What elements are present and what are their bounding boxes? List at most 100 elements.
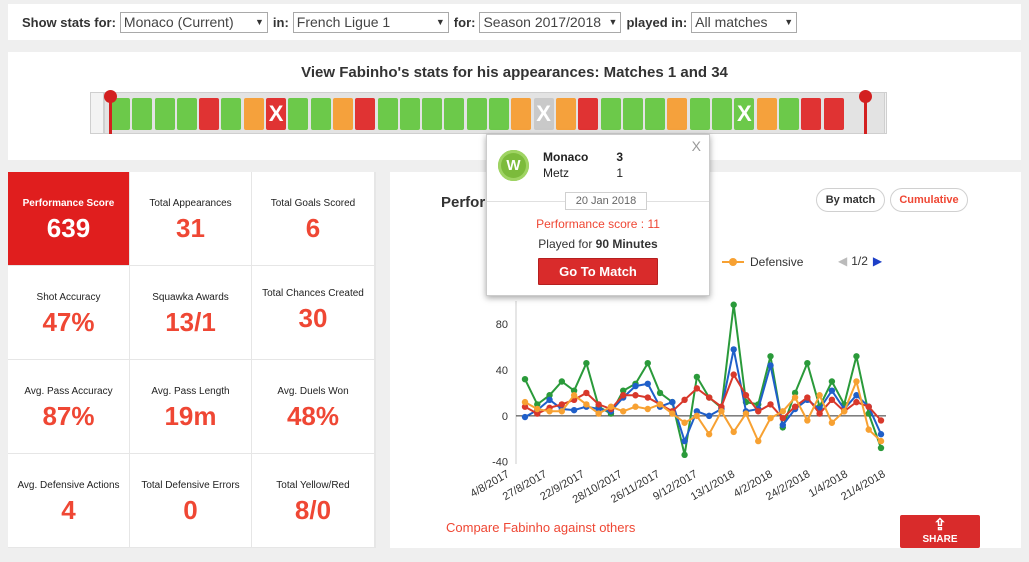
match-cell[interactable] <box>801 98 822 130</box>
match-cell[interactable]: X <box>266 98 287 130</box>
match-cell[interactable]: X <box>533 98 554 130</box>
compare-link[interactable]: Compare Fabinho against others <box>446 520 636 535</box>
stat-pass-length[interactable]: Avg. Pass Length 19m <box>130 360 251 453</box>
series-point <box>546 396 553 404</box>
match-cell[interactable] <box>555 98 576 130</box>
match-cell[interactable] <box>712 98 733 130</box>
series-point <box>595 410 602 417</box>
match-cell[interactable] <box>511 98 532 130</box>
series-point <box>755 437 762 445</box>
range-start-handle[interactable] <box>104 90 117 134</box>
stat-chances-created[interactable]: Total Chances Created 30 <box>252 266 374 359</box>
stat-defensive-actions[interactable]: Avg. Defensive Actions 4 <box>8 454 129 547</box>
match-cell[interactable] <box>355 98 376 130</box>
stat-title: Performance Score <box>22 198 115 209</box>
away-row: Metz 1 <box>543 165 623 181</box>
match-cell[interactable] <box>399 98 420 130</box>
series-point <box>730 371 737 378</box>
stat-defensive-errors[interactable]: Total Defensive Errors 0 <box>130 454 251 547</box>
cumulative-button[interactable]: Cumulative <box>890 188 968 212</box>
match-cell[interactable] <box>154 98 175 130</box>
stat-total-appearances[interactable]: Total Appearances 31 <box>130 172 251 265</box>
series-point <box>705 394 713 401</box>
season-select[interactable]: Season 2017/2018 ▼ <box>479 11 622 33</box>
stat-squawka-awards[interactable]: Squawka Awards 13/1 <box>130 266 251 359</box>
series-point <box>804 394 811 401</box>
match-cell[interactable] <box>667 98 688 130</box>
match-cell[interactable] <box>176 98 197 130</box>
chevron-down-icon: ▼ <box>254 17 264 27</box>
stat-total-goals[interactable]: Total Goals Scored 6 <box>252 172 374 265</box>
match-cell[interactable] <box>689 98 710 130</box>
match-cell[interactable] <box>778 98 799 130</box>
match-cell[interactable] <box>645 98 666 130</box>
stat-title: Avg. Defensive Actions <box>17 480 120 491</box>
stats-grid: Performance Score 639 Total Appearances 31… <box>8 172 376 548</box>
match-cell[interactable] <box>221 98 242 130</box>
pager-text: 1/2 <box>851 254 868 268</box>
match-cell[interactable] <box>622 98 643 130</box>
match-cell[interactable] <box>310 98 331 130</box>
match-cell[interactable] <box>489 98 510 130</box>
y-tick-label: 80 <box>496 319 508 331</box>
match-cell[interactable] <box>422 98 443 130</box>
competition-select[interactable]: French Ligue 1 ▼ <box>292 11 449 33</box>
stat-shot-accuracy[interactable]: Shot Accuracy 47% <box>8 266 129 359</box>
series-point <box>570 387 578 394</box>
series-point <box>779 421 786 429</box>
stat-performance-score[interactable]: Performance Score 639 <box>8 172 129 265</box>
match-cell[interactable] <box>756 98 777 130</box>
pager-next-icon[interactable]: ▶ <box>872 254 883 268</box>
matches-select[interactable]: All matches ▼ <box>691 11 798 33</box>
match-cell[interactable] <box>466 98 487 130</box>
match-cell[interactable] <box>578 98 599 130</box>
range-start-knob[interactable] <box>104 90 117 103</box>
match-cell[interactable] <box>444 98 465 130</box>
team-select[interactable]: Monaco (Current) ▼ <box>119 11 268 33</box>
share-button[interactable]: ⇪ SHARE <box>900 515 980 548</box>
played-prefix: Played for <box>538 237 593 251</box>
match-cell[interactable] <box>243 98 264 130</box>
match-cell[interactable] <box>823 98 844 130</box>
match-cell[interactable]: X <box>734 98 755 130</box>
series-point <box>534 410 541 417</box>
series-point <box>558 378 566 385</box>
range-end-knob[interactable] <box>859 90 872 103</box>
legend-swatch <box>722 258 744 266</box>
match-cell[interactable] <box>132 98 153 130</box>
range-end-handle[interactable] <box>859 90 872 134</box>
series-point <box>669 410 676 417</box>
close-icon[interactable]: X <box>691 138 701 154</box>
show-stats-label: Show stats for: <box>22 14 116 30</box>
stat-value: 8/0 <box>294 495 332 525</box>
series-point <box>534 401 541 408</box>
pager-prev-icon[interactable]: ◀ <box>838 254 848 268</box>
go-to-match-button[interactable]: Go To Match <box>538 258 658 285</box>
by-match-button[interactable]: By match <box>816 188 885 212</box>
strip-left-cap[interactable] <box>90 92 104 134</box>
series-point <box>620 408 627 415</box>
series-point <box>534 405 541 413</box>
match-cell[interactable] <box>332 98 353 130</box>
stat-title: Shot Accuracy <box>36 292 101 303</box>
series-point <box>755 408 762 415</box>
match-cell[interactable] <box>377 98 398 130</box>
stat-yellow-red[interactable]: Total Yellow/Red 8/0 <box>252 454 374 547</box>
series-point <box>853 353 860 360</box>
series-point <box>681 396 688 404</box>
match-cell[interactable] <box>199 98 220 130</box>
performance-score-text: Performance score : 11 <box>536 217 660 231</box>
stat-duels-won[interactable]: Avg. Duels Won 48% <box>252 360 374 453</box>
series-point <box>877 417 885 424</box>
stat-value: 4 <box>61 495 76 525</box>
stat-value: 31 <box>176 213 205 243</box>
series-point <box>632 382 639 390</box>
series-point <box>607 403 615 410</box>
match-cell[interactable] <box>600 98 621 130</box>
series-point <box>595 405 602 413</box>
series-point <box>730 428 737 436</box>
match-cell[interactable] <box>110 98 130 130</box>
stat-pass-accuracy[interactable]: Avg. Pass Accuracy 87% <box>8 360 129 453</box>
legend-item-defensive[interactable]: Defensive <box>722 255 803 269</box>
match-cell[interactable] <box>288 98 309 130</box>
